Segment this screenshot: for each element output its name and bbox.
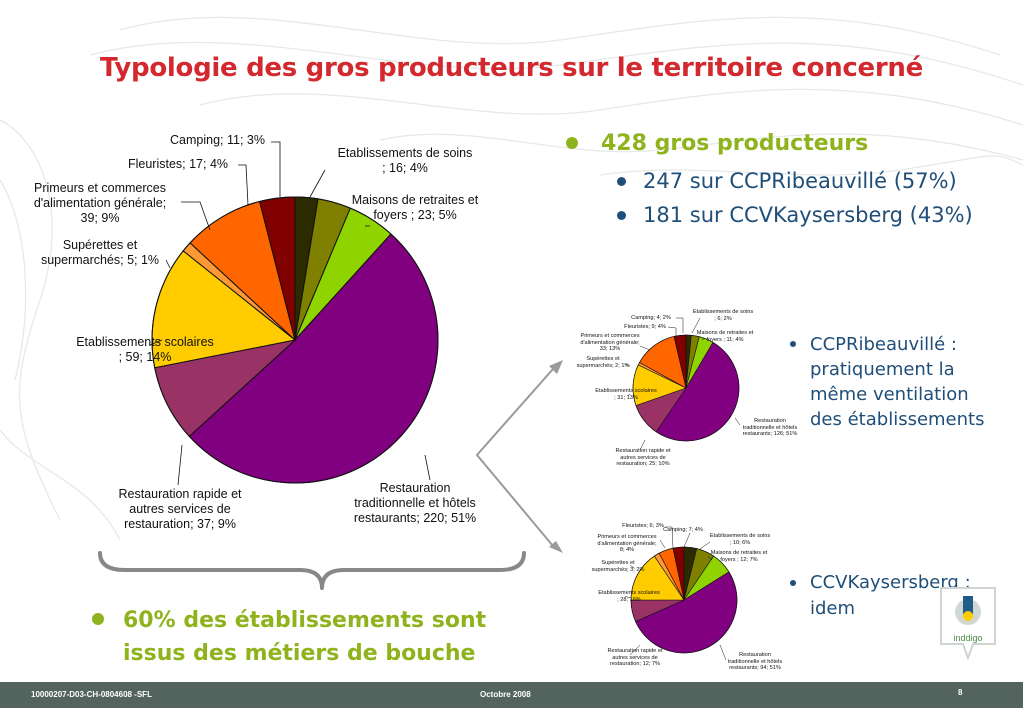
s1-label-scolaires: Etablissements scolaires; 31; 13% (595, 388, 657, 401)
inddigo-logo: inddigo (937, 582, 999, 661)
label-superettes: Supérettes et supermarchés; 5; 1% (40, 238, 160, 267)
s2-leader-line (624, 595, 631, 599)
bullet-dot (566, 137, 578, 149)
s2-leader-line (665, 526, 674, 549)
s1-leader-line (701, 337, 706, 341)
bullet-dot (92, 613, 104, 625)
s1-outline (632, 334, 740, 442)
logo-mark-icon (940, 587, 996, 661)
ccv-note: CCVKaysersberg : idem (810, 572, 971, 619)
s2-leader-line (683, 532, 691, 548)
bullet-sub2-text: 181 sur CCVKaysersberg (43%) (643, 203, 973, 227)
label-soins: Etablissements de soins; 16; 4% (337, 146, 473, 175)
main-outline (151, 196, 439, 484)
s2-leader-line (699, 541, 711, 550)
s2-label-maisons: Maisons de retraites et foyers ; 12; 7% (710, 550, 768, 563)
bullet-dot (790, 580, 796, 586)
main-leader-line (424, 454, 431, 481)
s2-label-fleuristes: Fleuristes; 6; 3% (622, 523, 664, 529)
label-maisons-retraite: Maisons de retraites et foyers ; 23; 5% (351, 193, 479, 222)
bullet-sub1-text: 247 sur CCPRibeauvillé (57%) (643, 169, 957, 193)
main-leader-line (181, 201, 211, 231)
page-title: Typologie des gros producteurs sur le te… (100, 53, 923, 83)
label-camping: Camping; 11; 3% (170, 133, 265, 147)
bullet-dot (617, 211, 626, 220)
page-number: 8 (958, 688, 963, 697)
s2-leader-line (659, 539, 666, 549)
s2-label-restauration-rapide: Restauration rapide et autres services de… (607, 648, 663, 667)
bullet-main-text: 428 gros producteurs (601, 131, 869, 156)
main-leader-line (271, 141, 281, 197)
s1-label-restauration-trad: Restauration traditionnelle et hôtels rest… (742, 418, 798, 437)
ccp-note: CCPRibeauvillé : pratiquement la même ve… (810, 334, 985, 430)
s1-label-primeurs: Primeurs et commerces d'alimentation géné… (580, 333, 640, 352)
main-leader-line (238, 164, 249, 206)
s1-leader-line (624, 363, 631, 367)
s1-leader-line (667, 326, 677, 336)
bullet-dot (617, 177, 626, 186)
s1-label-restauration-rapide: Restauration rapide et autres services de… (615, 448, 671, 467)
label-restauration-traditionnelle: Restauration traditionnelle et hôtels rest… (353, 481, 477, 525)
footer-bar: 10000207-D03-CH-0804608 -SFL Octobre 200… (0, 682, 1023, 708)
s2-leader-line (719, 644, 727, 661)
s2-label-primeurs: Primeurs et commerces d'alimentation géné… (597, 534, 657, 553)
s2-label-camping: Camping; 7; 4% (663, 527, 703, 533)
logo-text: inddigo (953, 633, 983, 643)
s2-label-soins: Etablissements de soins; 10; 6% (709, 533, 771, 546)
s1-leader-line (691, 317, 701, 334)
bullet-dot (790, 341, 796, 347)
s1-leader-line (626, 393, 631, 397)
main-leader-line (309, 169, 326, 198)
footer-date: Octobre 2008 (480, 690, 531, 699)
main-leader-line (149, 339, 163, 346)
label-primeurs: Primeurs et commerces d'alimentation géné… (33, 181, 167, 225)
s1-leader-line (639, 345, 651, 351)
s2-label-superettes: Supérettes et supermarchés; 3; 2% (591, 560, 645, 573)
s2-leader-line (629, 644, 641, 656)
label-fleuristes: Fleuristes; 17; 4% (127, 157, 229, 171)
s1-label-soins: Etablissements de soins; 6; 2% (692, 309, 754, 322)
s2-leader-line (707, 555, 713, 561)
s1-leader-line (639, 439, 646, 451)
s1-leader-line (734, 417, 741, 426)
s2-label-scolaires: Etablissements scolaires; 28; 16% (598, 590, 660, 603)
s1-label-maisons: Maisons de retraites et foyers ; 11; 4% (696, 330, 754, 343)
label-etablissements-scolaires: Etablissements scolaires; 59; 14% (76, 335, 214, 364)
s1-label-fleuristes: Fleuristes; 9; 4% (624, 324, 666, 330)
s1-leader-line (676, 317, 684, 333)
main-leader-line (165, 259, 171, 269)
s1-label-superettes: Supérettes et supermarchés; 2; 1% (576, 356, 630, 369)
label-restauration-rapide: Restauration rapide et autres services de… (118, 487, 242, 531)
bottom-bullet-text: 60% des établissements sont issus des mé… (123, 608, 487, 666)
s2-label-restauration-trad: Restauration traditionnelle et hôtels rest… (727, 652, 783, 671)
s2-leader-line (629, 564, 635, 569)
main-leader-line (177, 444, 183, 486)
footer-reference: 10000207-D03-CH-0804608 -SFL (31, 690, 152, 699)
s1-label-camping: Camping; 4; 2% (631, 315, 671, 321)
